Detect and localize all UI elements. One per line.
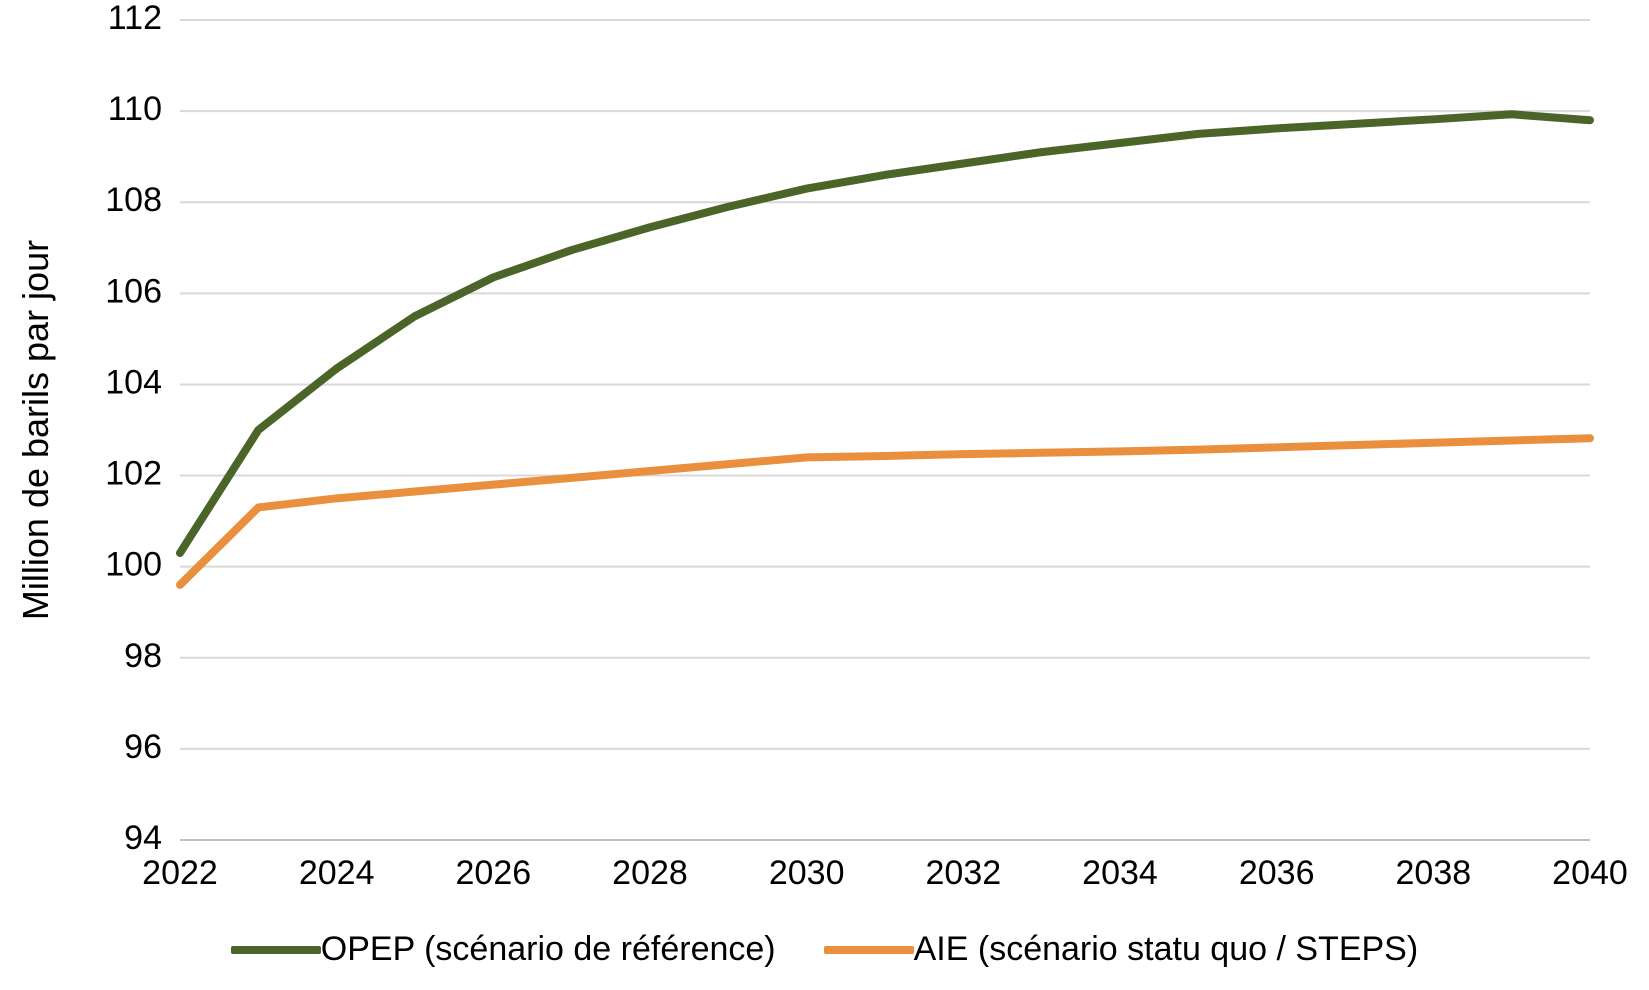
y-tick-label: 106	[105, 272, 162, 310]
legend-item-aie: AIE (scénario statu quo / STEPS)	[824, 930, 1419, 969]
y-tick-label: 108	[105, 181, 162, 219]
x-tick-label: 2026	[456, 854, 532, 892]
x-tick-label: 2040	[1552, 854, 1628, 892]
y-tick-label: 94	[124, 819, 162, 857]
x-tick-label: 2030	[769, 854, 845, 892]
x-tick-label: 2032	[926, 854, 1002, 892]
x-tick-label: 2022	[142, 854, 218, 892]
x-tick-label: 2034	[1082, 854, 1158, 892]
x-tick-label: 2036	[1239, 854, 1315, 892]
chart-svg: 94 96 98 100 102 104 106 108 110 112 2022 2024 2026 2…	[0, 0, 1649, 990]
y-tick-label: 98	[124, 637, 162, 675]
y-tick-label: 100	[105, 546, 162, 584]
legend-label-opep: OPEP (scénario de référence)	[321, 930, 776, 969]
y-axis-label: Million de barils par jour	[15, 240, 56, 620]
x-tick-label: 2038	[1396, 854, 1472, 892]
y-tick-label: 104	[105, 363, 162, 401]
chart-legend: OPEP (scénario de référence) AIE (scénari…	[0, 930, 1649, 969]
y-tick-label: 102	[105, 455, 162, 493]
x-tick-label: 2028	[612, 854, 688, 892]
oil-demand-chart: 94 96 98 100 102 104 106 108 110 112 2022 2024 2026 2…	[0, 0, 1649, 990]
y-tick-label: 110	[108, 90, 162, 128]
y-tick-label: 112	[108, 0, 162, 37]
x-tick-label: 2024	[299, 854, 375, 892]
legend-label-aie: AIE (scénario statu quo / STEPS)	[914, 930, 1419, 969]
y-tick-label: 96	[124, 728, 162, 766]
legend-swatch-aie	[824, 946, 914, 954]
chart-background	[0, 0, 1649, 990]
legend-item-opep: OPEP (scénario de référence)	[231, 930, 776, 969]
legend-swatch-opep	[231, 946, 321, 954]
